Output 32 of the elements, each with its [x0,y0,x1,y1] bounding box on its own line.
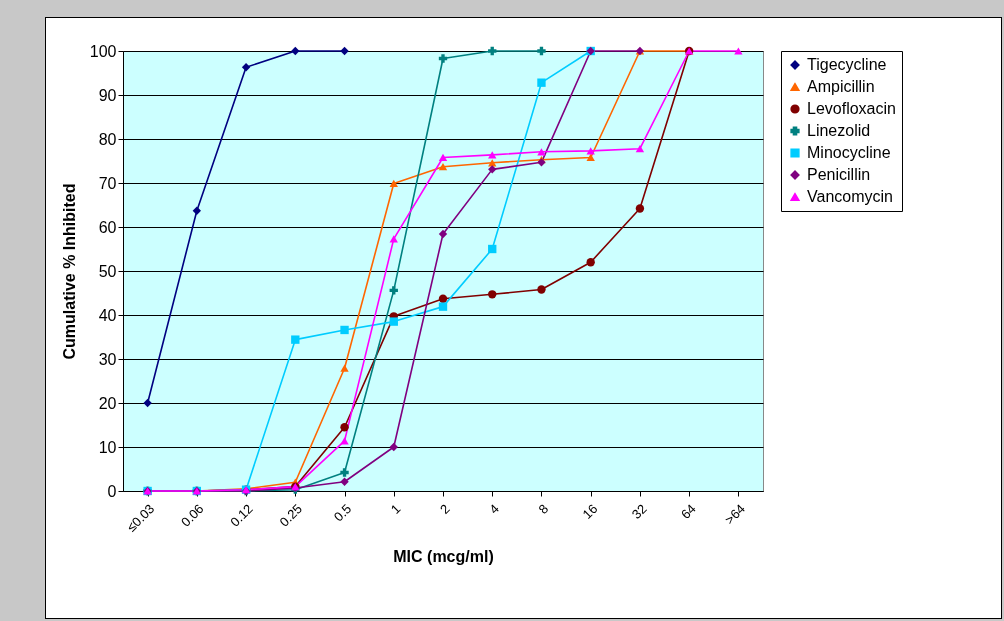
x-tick-label: 0.12 [227,501,256,530]
y-tick-label: 0 [107,482,117,500]
y-tick-label: 40 [98,306,117,324]
y-tick-label: 100 [89,42,117,60]
x-tick-label: 16 [579,501,601,522]
x-tick-label: 2 [436,501,453,517]
y-tick-label: 70 [98,174,117,192]
x-axis-title: MIC (mcg/ml) [393,547,494,565]
x-tick-label: 0.25 [276,501,305,530]
x-tick-label: 1 [387,501,404,517]
legend-label: Penicillin [807,166,871,183]
y-tick-label: 60 [98,218,117,236]
x-tick-label: >64 [721,501,749,528]
y-tick-label: 10 [98,438,117,456]
y-tick-label: 80 [98,130,117,148]
y-tick-label: 20 [98,394,117,412]
y-axis-title: Cumulative % Inhibited [60,183,78,360]
y-tick-label: 90 [98,86,117,104]
legend-label: Levofloxacin [807,100,896,117]
legend-label: Minocycline [807,144,891,161]
x-tick-label: 32 [628,501,650,522]
x-tick-label: 4 [486,501,502,517]
x-tick-label: 8 [535,501,552,517]
legend-label: Tigecycline [807,56,887,73]
y-tick-label: 30 [98,350,117,368]
x-tick-label: 0.06 [178,501,207,530]
y-tick-label: 50 [98,262,117,280]
x-tick-label: 0.5 [330,501,355,525]
legend-label: Ampicillin [807,78,875,95]
x-tick-label: 64 [678,501,699,522]
legend-label: Linezolid [807,122,871,139]
legend-label: Vancomycin [807,188,893,205]
